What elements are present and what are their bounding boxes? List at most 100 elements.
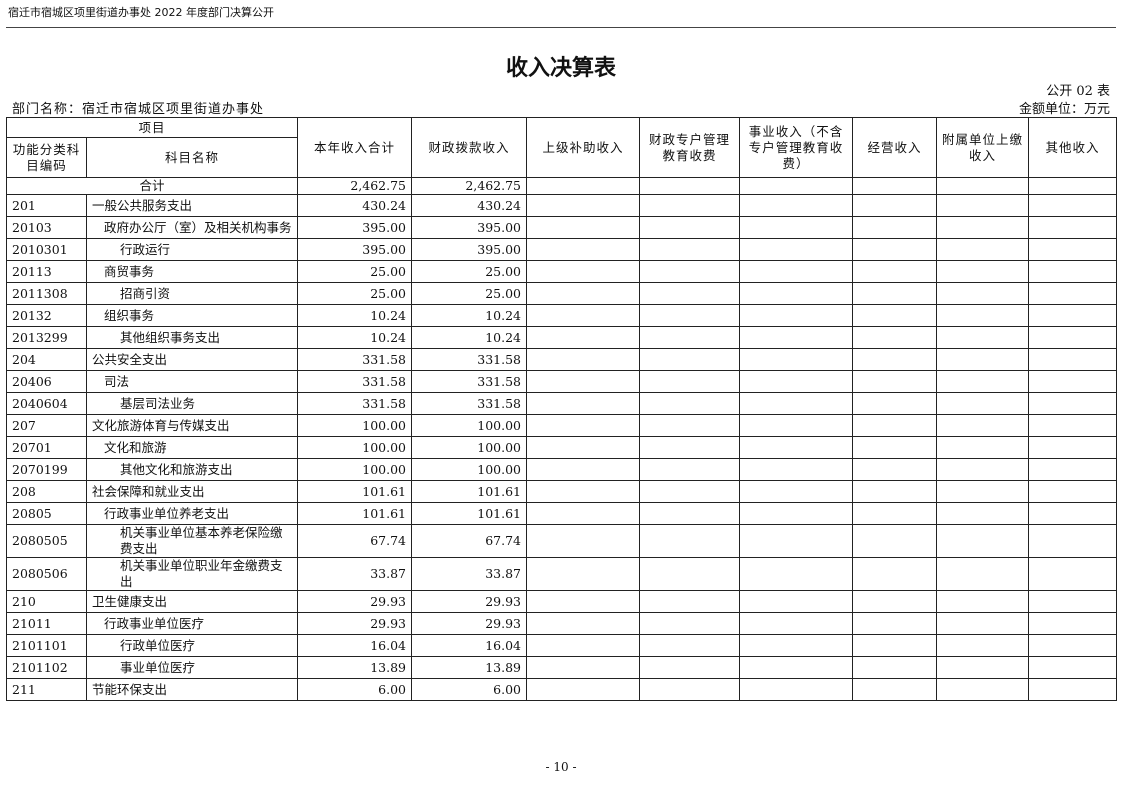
row-value [936,238,1030,261]
row-value: 25.00 [297,260,413,283]
row-value [639,590,741,613]
row-value [739,557,854,591]
row-value [526,678,641,701]
row-value [739,392,854,415]
row-value: 29.93 [297,590,413,613]
table-row: 2010301 行政运行 395.00 395.00 [6,238,1118,261]
row-value [936,326,1030,349]
row-value [1028,326,1118,349]
row-code: 20113 [6,260,87,283]
table-row: 20132 组织事务 10.24 10.24 [6,304,1118,327]
row-value: 101.61 [411,502,528,525]
row-value: 29.93 [297,612,413,635]
total-value: 2,462.75 [411,177,528,195]
row-value [852,348,938,371]
page-number: - 10 - [545,760,577,774]
row-value [639,348,741,371]
row-code: 204 [6,348,87,371]
row-value [1028,634,1118,657]
row-value [936,678,1030,701]
row-value [639,326,741,349]
row-value [852,458,938,481]
row-value [639,480,741,503]
row-code: 21011 [6,612,87,635]
row-value [639,216,741,239]
row-value: 10.24 [411,326,528,349]
row-value: 331.58 [411,370,528,393]
row-value [1028,414,1118,437]
row-value [1028,458,1118,481]
row-name: 机关事业单位基本养老保险缴费支出 [85,524,299,558]
row-value [526,304,641,327]
table-row: 2080505 机关事业单位基本养老保险缴费支出 67.74 67.74 [6,524,1118,558]
row-value: 6.00 [297,678,413,701]
row-value [1028,392,1118,415]
row-name: 事业单位医疗 [85,656,299,679]
row-value [1028,304,1118,327]
row-value [639,557,741,591]
table-row: 2070199 其他文化和旅游支出 100.00 100.00 [6,458,1118,481]
row-value: 100.00 [411,414,528,437]
row-value [1028,216,1118,239]
row-value [639,458,741,481]
row-value: 16.04 [411,634,528,657]
row-value [852,612,938,635]
row-value: 331.58 [411,392,528,415]
total-value [639,177,741,195]
row-value [1028,502,1118,525]
row-value: 33.87 [297,557,413,591]
row-value [852,194,938,217]
row-value [936,557,1030,591]
row-value: 331.58 [297,392,413,415]
page-title: 收入决算表 [505,56,616,81]
row-value: 33.87 [411,557,528,591]
row-value [852,304,938,327]
row-value [526,480,641,503]
row-value [852,590,938,613]
row-code: 2080506 [6,557,87,591]
table-row: 2101101 行政单位医疗 16.04 16.04 [6,634,1118,657]
row-value [852,216,938,239]
row-name: 行政运行 [85,238,299,261]
row-value [739,326,854,349]
row-code: 20406 [6,370,87,393]
row-name: 公共安全支出 [85,348,299,371]
row-value [739,480,854,503]
row-name: 司法 [85,370,299,393]
row-value [526,557,641,591]
row-value [639,260,741,283]
row-value [526,238,641,261]
header-col: 财政专户管理教育收费 [639,117,741,178]
row-value [1028,348,1118,371]
row-code: 20701 [6,436,87,459]
row-value: 13.89 [297,656,413,679]
row-value [936,216,1030,239]
row-value [739,370,854,393]
row-value: 430.24 [297,194,413,217]
row-name: 行政事业单位养老支出 [85,502,299,525]
row-value [639,612,741,635]
total-value [739,177,854,195]
row-value: 29.93 [411,612,528,635]
header-name: 科目名称 [85,137,299,178]
row-code: 20103 [6,216,87,239]
row-code: 2070199 [6,458,87,481]
row-value: 395.00 [297,238,413,261]
row-value [936,612,1030,635]
row-value [936,304,1030,327]
row-value: 100.00 [411,436,528,459]
row-value [936,590,1030,613]
header-col: 事业收入（不含专户管理教育收费） [739,117,854,178]
row-value [739,590,854,613]
row-value: 10.24 [297,326,413,349]
row-value [639,634,741,657]
row-value: 100.00 [297,436,413,459]
row-value [739,612,854,635]
row-value [1028,370,1118,393]
row-value: 430.24 [411,194,528,217]
row-value [739,282,854,305]
table-row: 2080506 机关事业单位职业年金缴费支出 33.87 33.87 [6,557,1118,591]
row-value [1028,656,1118,679]
table-row: 201 一般公共服务支出 430.24 430.24 [6,194,1118,217]
row-name: 商贸事务 [85,260,299,283]
